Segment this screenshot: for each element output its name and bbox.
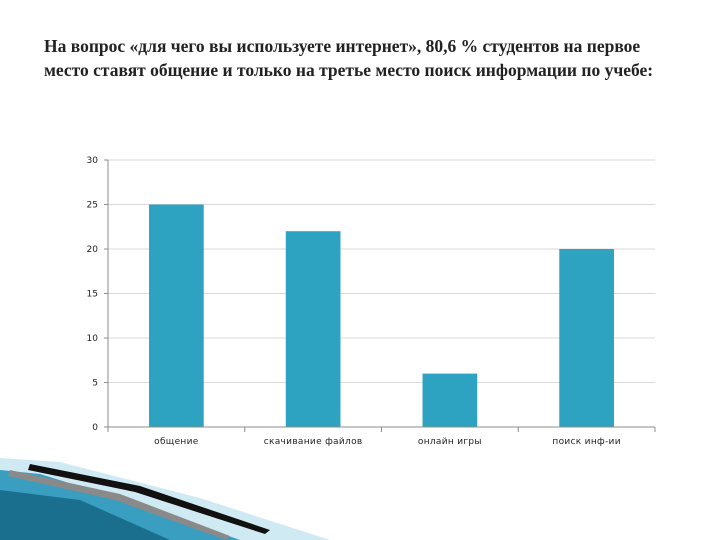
swoosh-black-stroke	[28, 464, 270, 534]
swoosh-dark-band	[0, 490, 170, 540]
y-tick-label: 25	[87, 201, 98, 211]
bar	[559, 249, 614, 427]
bar	[422, 373, 478, 427]
y-tick-label: 30	[87, 156, 99, 166]
bar	[149, 204, 204, 427]
slide-title: На вопрос «для чего вы используете интер…	[44, 36, 654, 80]
x-category-label: общение	[154, 437, 199, 447]
bar	[285, 231, 341, 427]
swoosh-grey-stroke	[8, 470, 230, 540]
bars	[149, 204, 614, 427]
x-axis: общение скачивание файлов онлайн игры поиск…	[107, 426, 656, 447]
y-tick-label: 20	[87, 245, 99, 255]
y-tick-label: 15	[87, 290, 98, 300]
y-tick-label: 10	[87, 334, 99, 344]
x-category-label: скачивание файлов	[264, 437, 363, 447]
y-axis: 0 5 10 15 20 25 30	[87, 156, 109, 433]
y-tick-label: 5	[92, 379, 98, 389]
x-category-label: поиск инф-ии	[552, 437, 620, 447]
y-tick-label: 0	[92, 423, 98, 433]
x-category-label: онлайн игры	[418, 437, 482, 447]
